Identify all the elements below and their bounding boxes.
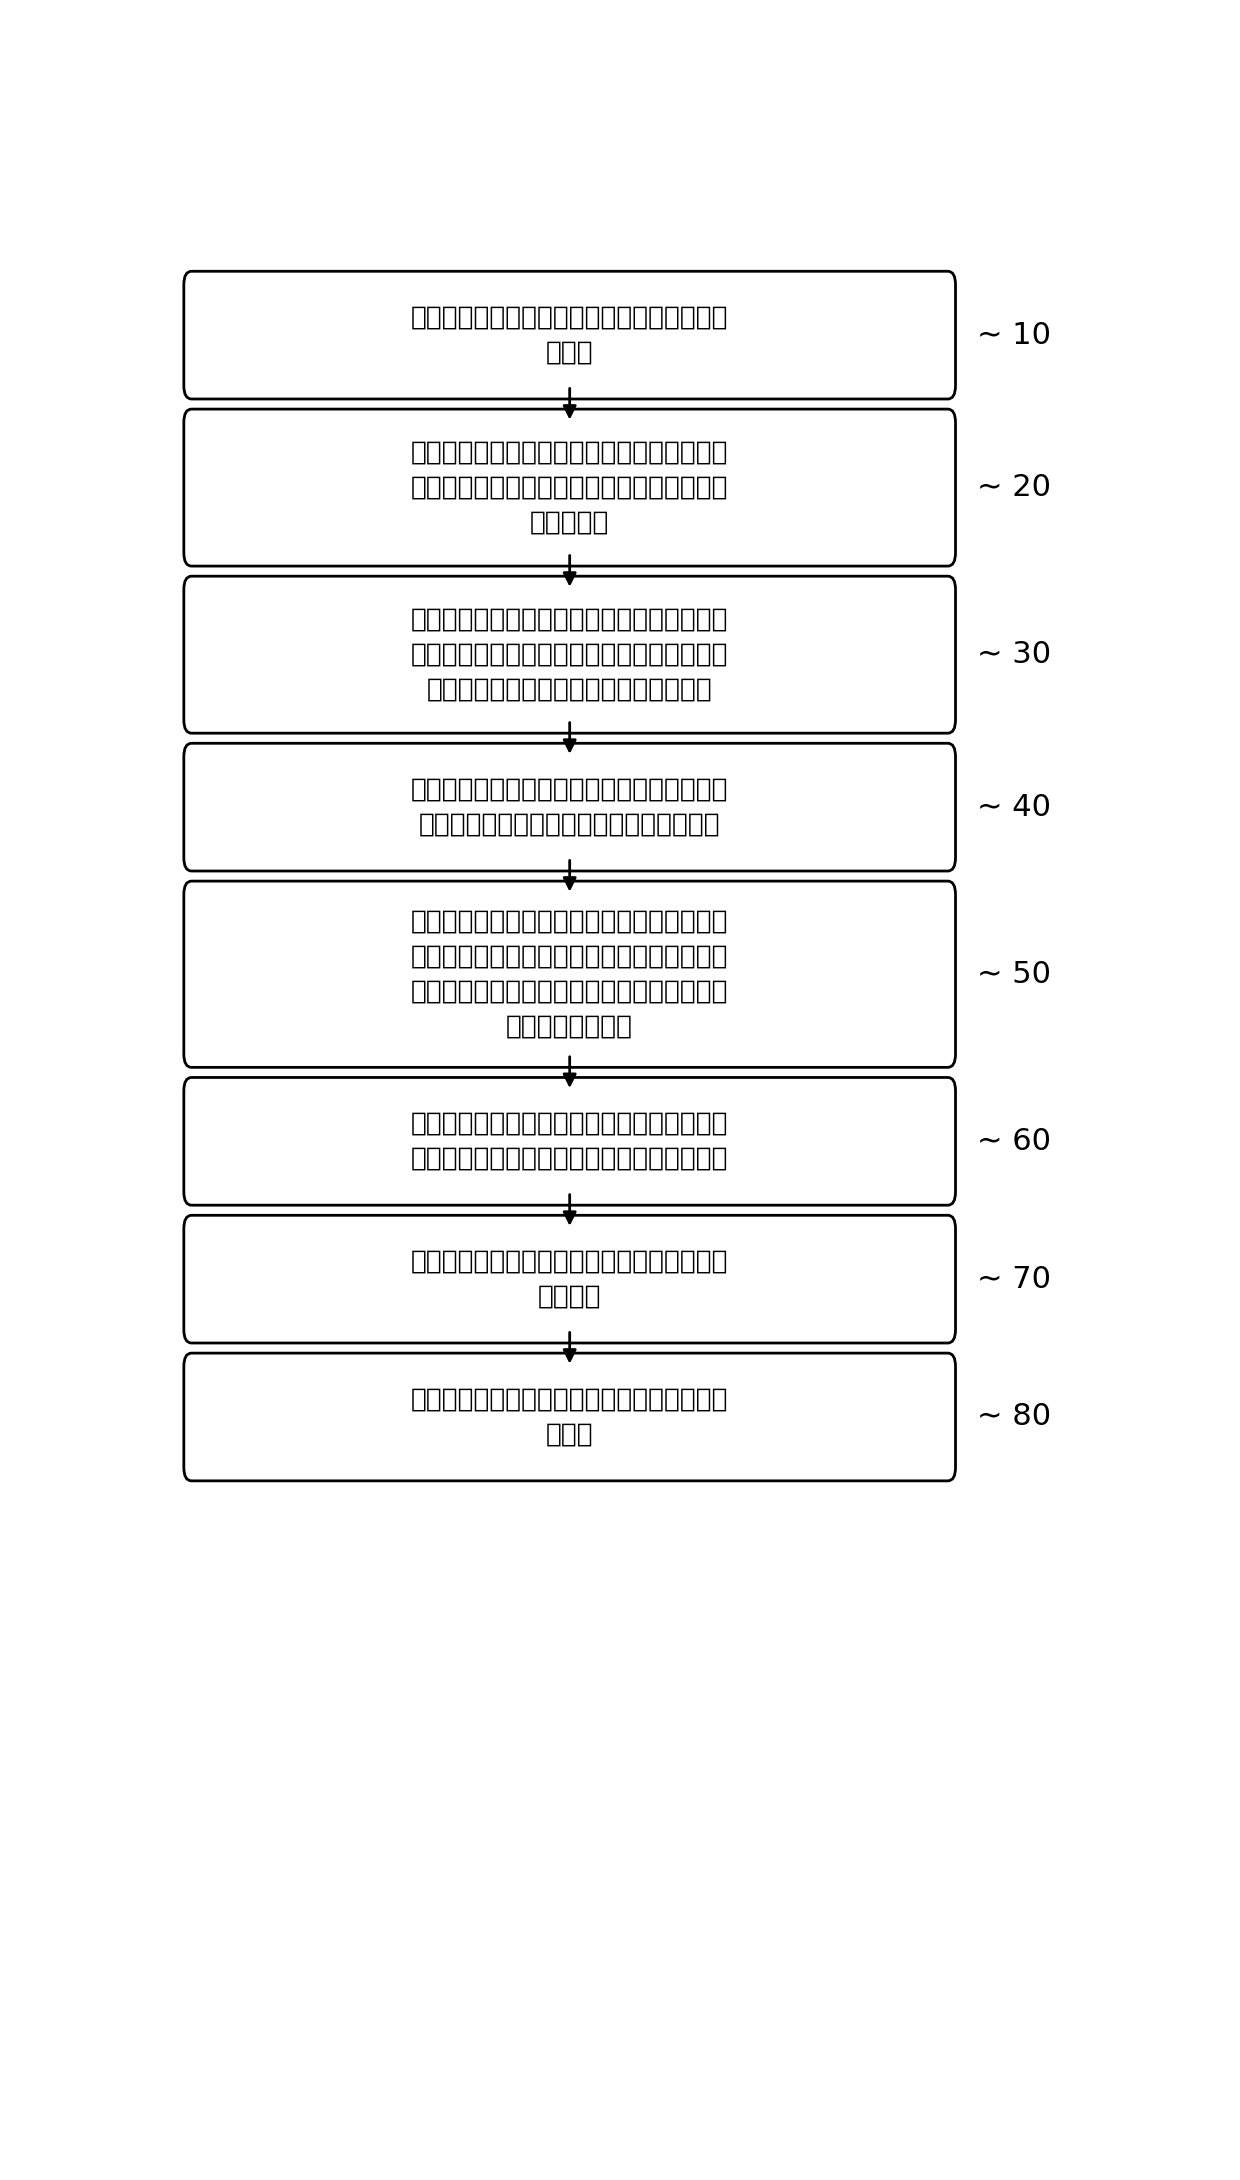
FancyBboxPatch shape — [184, 1077, 956, 1206]
Text: 射频测试信号经过被测衰减器后再经谐波混频
后变频为第二中频测试信号，第二中频测试信
号经基波混频、预放和滤波、再经过分压作为
第二音频测试信号: 射频测试信号经过被测衰减器后再经谐波混频 后变频为第二中频测试信号，第二中频测试… — [410, 909, 728, 1040]
FancyBboxPatch shape — [184, 743, 956, 872]
Text: 第一音频测试信号按照第一分压比分压后用音
频参考信号进行相干接收得到第一信号强度: 第一音频测试信号按照第一分压比分压后用音 频参考信号进行相干接收得到第一信号强度 — [410, 776, 728, 837]
Text: ∼ 80: ∼ 80 — [977, 1402, 1050, 1432]
FancyBboxPatch shape — [184, 410, 956, 567]
FancyBboxPatch shape — [184, 270, 956, 399]
Text: ∼ 50: ∼ 50 — [977, 959, 1050, 990]
Text: 根据第一分压比和第二分压比计算被测衰减器
衰减值: 根据第一分压比和第二分压比计算被测衰减器 衰减值 — [410, 1386, 728, 1448]
Text: ∼ 70: ∼ 70 — [977, 1264, 1050, 1293]
Text: ∼ 20: ∼ 20 — [977, 473, 1050, 501]
Text: 将毫米波射频信号分为射频测试信号和射频参
考信号: 将毫米波射频信号分为射频测试信号和射频参 考信号 — [410, 305, 728, 366]
FancyBboxPatch shape — [184, 576, 956, 732]
Text: ∼ 10: ∼ 10 — [977, 320, 1050, 349]
Text: 射频测试信号经过谐波混频降为第一中频测试
信号，第一中频测试信号经基波混频、预放和
滤波、再经过分压作为第一音频测试信号: 射频测试信号经过谐波混频降为第一中频测试 信号，第一中频测试信号经基波混频、预放… — [410, 606, 728, 702]
FancyBboxPatch shape — [184, 881, 956, 1068]
Text: ∼ 40: ∼ 40 — [977, 794, 1050, 822]
Text: ∼ 30: ∼ 30 — [977, 641, 1050, 669]
FancyBboxPatch shape — [184, 1354, 956, 1480]
FancyBboxPatch shape — [184, 1214, 956, 1343]
Text: ∼ 60: ∼ 60 — [977, 1127, 1050, 1155]
Text: 射频参考信号经谐波混频降为中频参考信号，
中频参考信号经基波混频、预放和滤波后为音
频参考信号: 射频参考信号经谐波混频降为中频参考信号， 中频参考信号经基波混频、预放和滤波后为… — [410, 440, 728, 536]
Text: 第二音频测试信号按照第二分压比分压，用音
频参考信号进行相干接收得到第二信号强度值: 第二音频测试信号按照第二分压比分压，用音 频参考信号进行相干接收得到第二信号强度… — [410, 1112, 728, 1173]
Text: 调整第二分压比，使第二信号强度等于第一信
号强度值: 调整第二分压比，使第二信号强度等于第一信 号强度值 — [410, 1249, 728, 1310]
